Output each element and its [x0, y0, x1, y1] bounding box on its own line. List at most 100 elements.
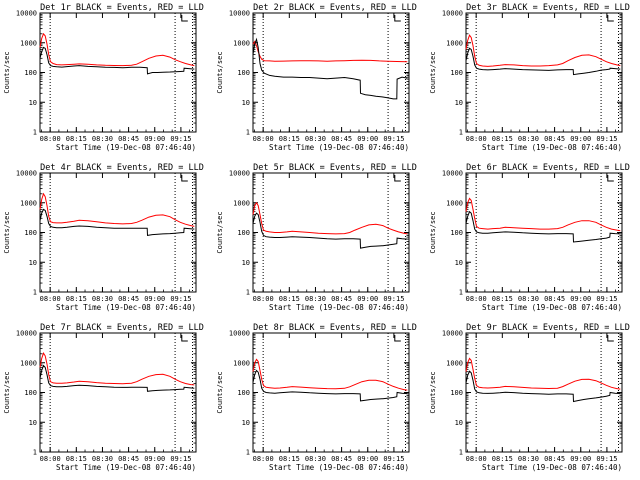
- x-tick-label: 08:15: [279, 295, 300, 303]
- y-tick-label: 10: [242, 419, 250, 427]
- y-axis-label: Counts/sec: [3, 51, 11, 93]
- chart-title: Det 7r BLACK = Events, RED = LLD: [40, 323, 204, 333]
- y-tick-label: 100: [24, 389, 37, 397]
- y-tick-label: 100: [24, 229, 37, 237]
- y-tick-label: 1: [459, 129, 463, 137]
- x-tick-label: 09:15: [170, 295, 191, 303]
- series-line-lld-red: [465, 34, 621, 67]
- x-tick-label: 08:00: [466, 295, 487, 303]
- interval-bracket-mark: [181, 175, 188, 182]
- y-tick-label: 1000: [233, 359, 250, 367]
- y-axis-label: Counts/sec: [429, 51, 437, 93]
- chart-svg: Det 7r BLACK = Events, RED = LLD 1 10 100 10…: [3, 323, 204, 472]
- y-tick-label: 100: [450, 389, 463, 397]
- y-tick-label: 1: [33, 289, 37, 297]
- plot-frame: [465, 172, 623, 293]
- y-tick-label: 10: [242, 99, 250, 107]
- chart-panel-6: Det 6r BLACK = Events, RED = LLD 1 10 100 10…: [426, 160, 639, 320]
- y-tick-label: 1: [459, 449, 463, 457]
- y-tick-label: 1000: [446, 39, 463, 47]
- chart-panel-7: Det 7r BLACK = Events, RED = LLD 1 10 100 10…: [0, 320, 213, 480]
- series-line-events-black: [252, 37, 408, 100]
- interval-bracket-mark: [607, 175, 614, 182]
- chart-svg: Det 8r BLACK = Events, RED = LLD 1 10 100 10…: [216, 323, 417, 472]
- y-tick-label: 10000: [16, 330, 37, 338]
- chart-title: Det 5r BLACK = Events, RED = LLD: [253, 163, 417, 173]
- chart-title: Det 8r BLACK = Events, RED = LLD: [253, 323, 417, 333]
- x-tick-label: 08:00: [253, 455, 274, 463]
- x-tick-label: 08:30: [518, 455, 539, 463]
- x-tick-label: 09:00: [357, 455, 378, 463]
- series-line-events-black: [252, 369, 408, 402]
- chart-panel-1: Det 1r BLACK = Events, RED = LLD 1 10 100 10…: [0, 0, 213, 160]
- x-tick-label: 09:00: [144, 135, 165, 143]
- y-tick-label: 1: [33, 129, 37, 137]
- chart-panel-2: Det 2r BLACK = Events, RED = LLD 1 10 100 10…: [213, 0, 426, 160]
- y-tick-label: 100: [450, 69, 463, 77]
- y-tick-label: 10000: [442, 170, 463, 178]
- series-line-lld-red: [39, 352, 195, 386]
- x-tick-label: 08:30: [305, 135, 326, 143]
- y-tick-label: 1000: [20, 39, 37, 47]
- x-tick-label: 09:00: [144, 455, 165, 463]
- x-axis-label: Start Time (19-Dec-08 07:46:40): [482, 143, 622, 152]
- y-tick-label: 1: [246, 289, 250, 297]
- x-axis-label: Start Time (19-Dec-08 07:46:40): [56, 303, 196, 312]
- y-tick-label: 1: [459, 289, 463, 297]
- x-tick-label: 08:00: [466, 135, 487, 143]
- y-tick-label: 10: [242, 259, 250, 267]
- series-line-events-black: [39, 46, 195, 75]
- y-tick-label: 10000: [16, 170, 37, 178]
- y-axis-label: Counts/sec: [216, 51, 224, 93]
- y-tick-label: 10: [455, 419, 463, 427]
- x-tick-label: 09:15: [170, 455, 191, 463]
- chart-panel-5: Det 5r BLACK = Events, RED = LLD 1 10 100 10…: [213, 160, 426, 320]
- y-axis-label: Counts/sec: [3, 371, 11, 413]
- x-tick-label: 08:00: [40, 135, 61, 143]
- interval-bracket-mark: [607, 335, 614, 342]
- plot-frame: [465, 332, 623, 453]
- x-tick-label: 08:15: [492, 295, 513, 303]
- x-tick-label: 08:45: [544, 295, 565, 303]
- y-tick-label: 100: [237, 229, 250, 237]
- x-tick-label: 09:15: [383, 295, 404, 303]
- plot-frame: [252, 332, 410, 453]
- y-tick-label: 10: [29, 99, 37, 107]
- y-tick-label: 100: [237, 389, 250, 397]
- y-tick-label: 10000: [442, 10, 463, 18]
- y-axis-label: Counts/sec: [429, 371, 437, 413]
- y-tick-label: 100: [237, 69, 250, 77]
- x-tick-label: 08:15: [279, 455, 300, 463]
- x-axis-label: Start Time (19-Dec-08 07:46:40): [56, 463, 196, 472]
- x-tick-label: 08:45: [331, 455, 352, 463]
- y-tick-label: 1000: [233, 39, 250, 47]
- x-tick-label: 09:15: [596, 295, 617, 303]
- chart-panel-9: Det 9r BLACK = Events, RED = LLD 1 10 100 10…: [426, 320, 639, 480]
- y-axis-label: Counts/sec: [3, 211, 11, 253]
- y-axis-label: Counts/sec: [429, 211, 437, 253]
- chart-svg: Det 9r BLACK = Events, RED = LLD 1 10 100 10…: [429, 323, 630, 472]
- y-tick-label: 1: [246, 129, 250, 137]
- series-line-lld-red: [465, 197, 621, 232]
- x-tick-label: 08:30: [518, 135, 539, 143]
- y-axis-label: Counts/sec: [216, 371, 224, 413]
- x-tick-label: 08:45: [118, 295, 139, 303]
- x-tick-label: 08:45: [544, 135, 565, 143]
- y-tick-label: 1000: [20, 359, 37, 367]
- y-tick-label: 10000: [229, 330, 250, 338]
- plot-frame: [39, 332, 197, 453]
- chart-title: Det 6r BLACK = Events, RED = LLD: [466, 163, 630, 173]
- chart-svg: Det 3r BLACK = Events, RED = LLD 1 10 100 10…: [429, 3, 630, 152]
- chart-panel-8: Det 8r BLACK = Events, RED = LLD 1 10 100 10…: [213, 320, 426, 480]
- y-axis-label: Counts/sec: [216, 211, 224, 253]
- y-tick-label: 10000: [229, 170, 250, 178]
- y-tick-label: 1000: [446, 199, 463, 207]
- x-tick-label: 08:45: [544, 455, 565, 463]
- x-tick-label: 08:45: [331, 135, 352, 143]
- x-tick-label: 09:00: [570, 295, 591, 303]
- x-tick-label: 09:00: [570, 135, 591, 143]
- y-tick-label: 10: [455, 259, 463, 267]
- y-tick-label: 100: [24, 69, 37, 77]
- interval-bracket-mark: [607, 15, 614, 22]
- x-axis-label: Start Time (19-Dec-08 07:46:40): [269, 143, 409, 152]
